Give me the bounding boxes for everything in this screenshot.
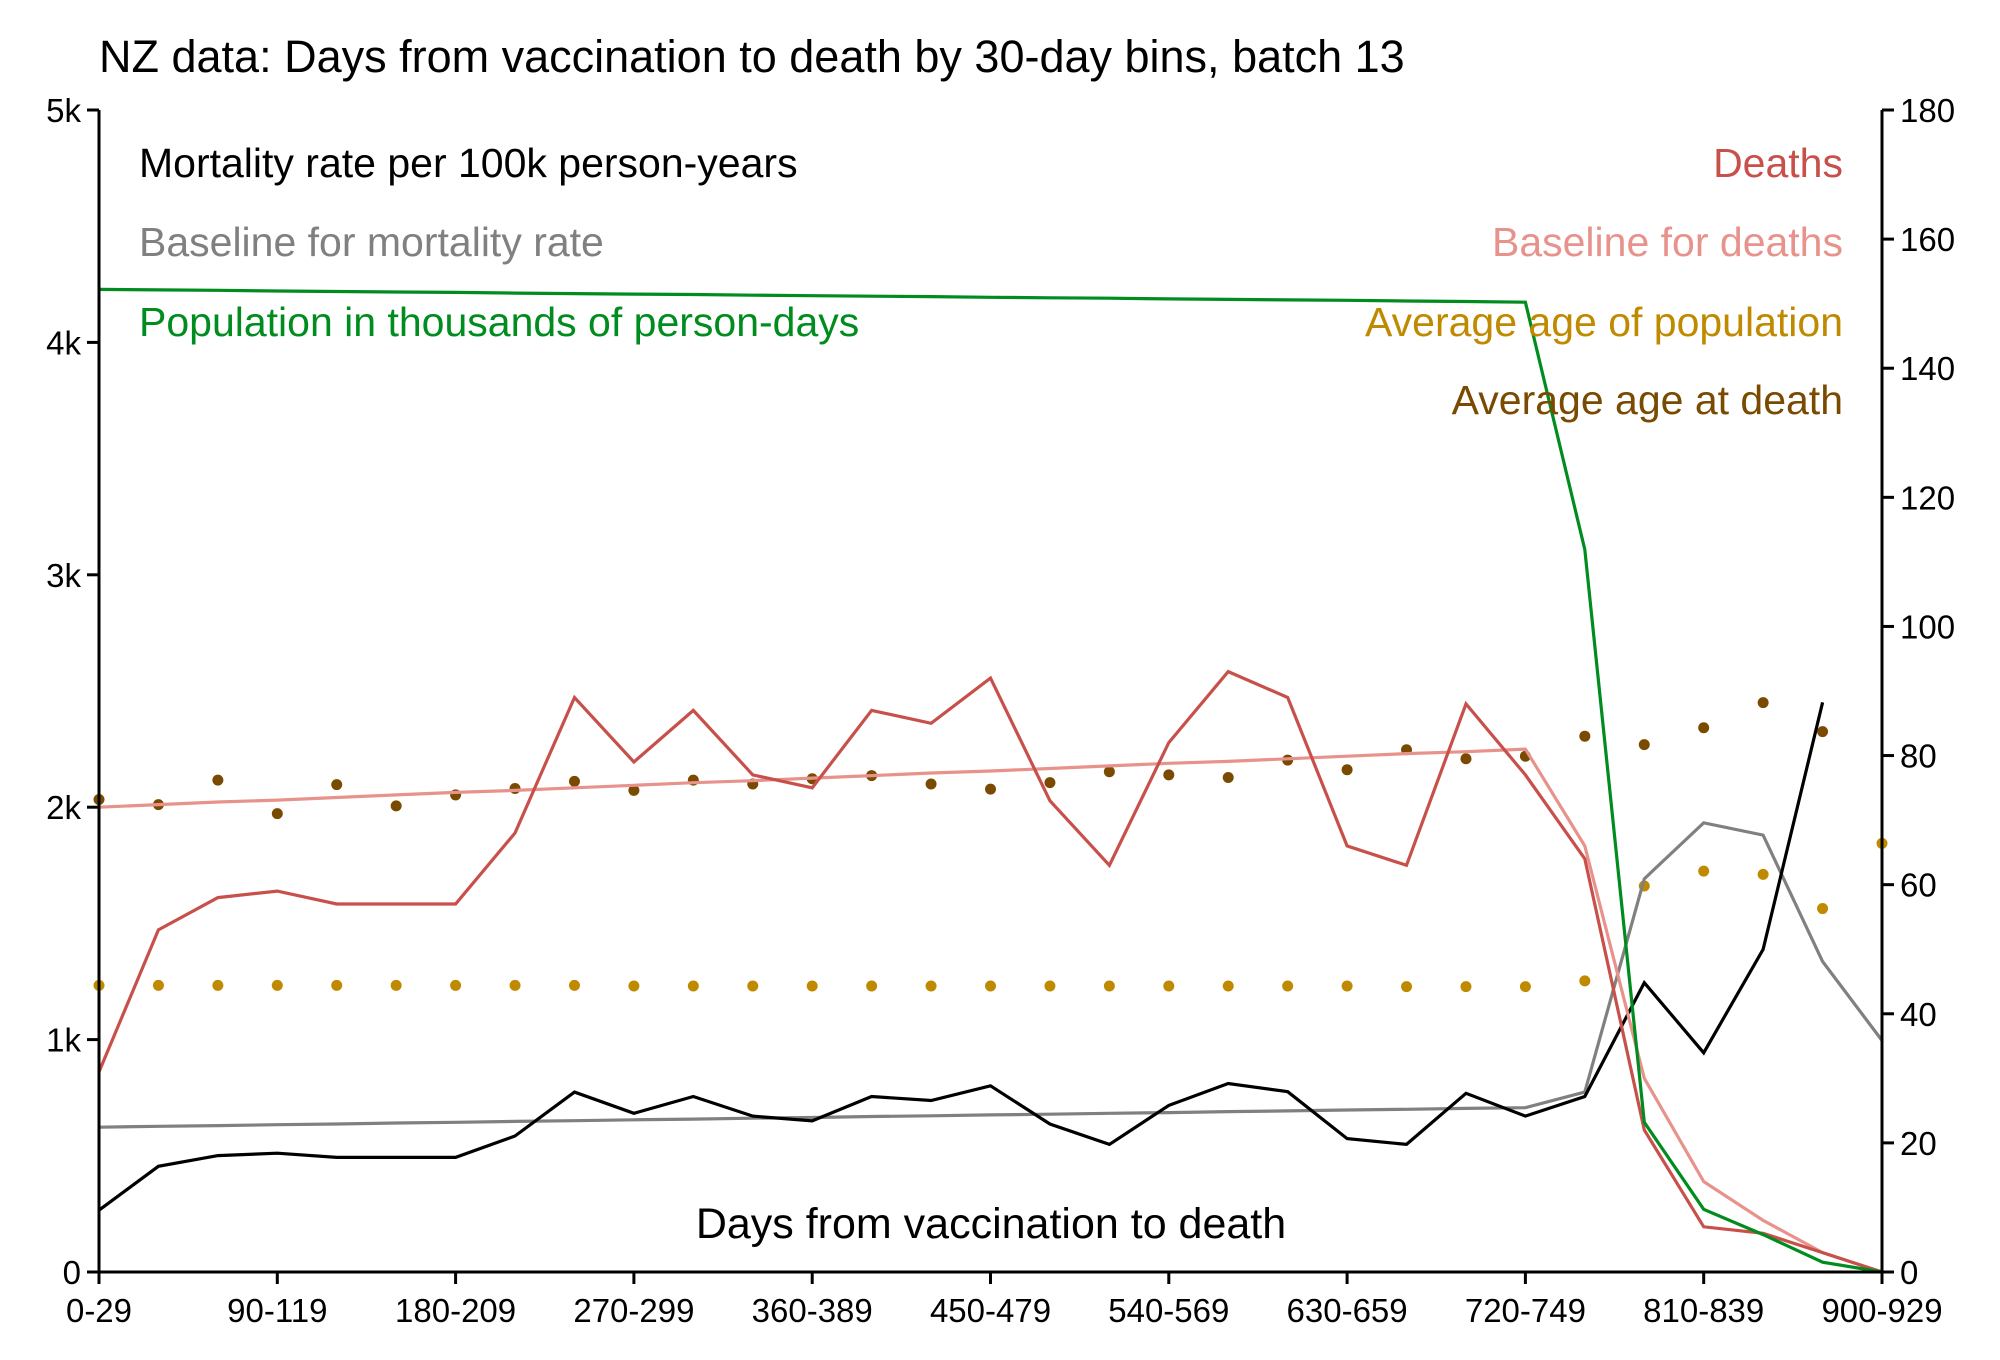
average-age-of-population-point (331, 979, 343, 991)
average-age-of-population-point (985, 980, 996, 992)
left-axis-tick-label: 5k (46, 92, 81, 129)
baseline-for-deaths-line (98, 747, 1883, 1274)
legend-entry-deaths: Deaths (1713, 140, 1843, 186)
average-age-at-death-point (1638, 739, 1650, 751)
average-age-of-population-point (568, 979, 580, 991)
average-age-at-death-point (271, 808, 283, 820)
legend-entry-average-age-at-death: Average age at death (1452, 377, 1843, 423)
average-age-at-death-point (509, 782, 521, 794)
average-age-of-population-point (1163, 980, 1175, 992)
average-age-of-population-point (1401, 981, 1413, 993)
x-axis-tick-label: 270-299 (573, 1292, 694, 1329)
right-axis-tick-label: 80 (1900, 738, 1937, 775)
average-age-at-death-point (1698, 722, 1710, 734)
average-age-of-population-point (152, 979, 164, 991)
average-age-of-population-point (1698, 865, 1710, 877)
legend-entry-mortality-rate-per-100k-person-years: Mortality rate per 100k person-years (139, 140, 798, 186)
right-axis-tick-label: 40 (1900, 996, 1937, 1033)
legend-entry-baseline-for-mortality-rate: Baseline for mortality rate (139, 219, 604, 265)
average-age-of-population-point (1222, 980, 1234, 992)
legend-entry-population-in-thousands-of-person-days: Population in thousands of person-days (139, 299, 859, 345)
average-age-at-death-point (212, 774, 224, 786)
right-axis-tick-label: 20 (1900, 1125, 1937, 1162)
right-axis-tick-label: 100 (1900, 608, 1955, 645)
x-axis-tick-label: 900-929 (1821, 1292, 1942, 1329)
legend-entry-average-age-of-population: Average age of population (1365, 299, 1843, 345)
x-axis-tick-label: 810-839 (1643, 1292, 1764, 1329)
mortality-rate-per-100k-person-years-line (98, 702, 1825, 1212)
average-age-at-death-point (925, 778, 937, 790)
axes: 0 1k 2k 3k 4k 5k 0 20 40 60 80 100 120 140 160 180 0-29 9… (46, 92, 1955, 1329)
average-age-of-population-point (1817, 903, 1829, 915)
x-axis-label: Days from vaccination to death (696, 1200, 1286, 1248)
right-axis-tick-label: 140 (1900, 350, 1955, 387)
average-age-of-population-point (747, 980, 759, 992)
average-age-of-population-point (1579, 975, 1591, 987)
left-axis-tick-label: 1k (46, 1022, 81, 1059)
population-in-thousands-of-person-days-line (98, 287, 1883, 1274)
left-axis-tick-label: 3k (46, 557, 81, 594)
x-axis-tick-label: 540-569 (1108, 1292, 1229, 1329)
average-age-at-death-point (1103, 766, 1115, 778)
average-age-at-death-point (1817, 726, 1829, 738)
average-age-of-population-point (212, 979, 224, 991)
average-age-at-death-point (1757, 697, 1769, 709)
average-age-at-death-point (1044, 777, 1056, 789)
average-age-of-population-point (925, 980, 937, 992)
average-age-of-population-point (450, 979, 462, 991)
legend-left: Mortality rate per 100k person-years Base… (139, 140, 859, 345)
average-age-at-death-point (1163, 769, 1175, 781)
x-axis-tick-label: 360-389 (752, 1292, 873, 1329)
average-age-of-population-point (687, 980, 699, 992)
average-age-of-population-point (806, 980, 818, 992)
average-age-of-population-point (390, 979, 402, 991)
average-age-of-population-point (1341, 980, 1353, 992)
right-axis-tick-label: 160 (1900, 221, 1955, 258)
average-age-of-population-point (271, 979, 283, 991)
average-age-of-population-point (1519, 981, 1531, 993)
x-axis-tick-label: 720-749 (1465, 1292, 1586, 1329)
baseline-for-mortality-rate-line (98, 821, 1884, 1129)
right-axis-tick-label: 0 (1900, 1254, 1918, 1291)
deaths-line (97, 669, 1883, 1274)
left-axis-tick-label: 2k (46, 789, 81, 826)
average-age-at-death-point (331, 779, 343, 791)
left-axis-tick-label: 4k (46, 324, 81, 361)
average-age-of-population-point (1103, 980, 1115, 992)
left-axis-tick-label: 0 (63, 1254, 81, 1291)
chart-title: NZ data: Days from vaccination to death … (99, 31, 1405, 82)
legend-entry-baseline-for-deaths: Baseline for deaths (1492, 219, 1843, 265)
average-age-of-population-point (866, 980, 878, 992)
average-age-of-population-point (509, 979, 521, 991)
x-axis-tick-label: 180-209 (395, 1292, 516, 1329)
x-axis-tick-label: 0-29 (66, 1292, 132, 1329)
average-age-at-death-point (1579, 730, 1591, 742)
average-age-at-death-point (1460, 753, 1472, 765)
average-age-at-death-point (1222, 772, 1234, 784)
average-age-at-death-point (390, 800, 402, 812)
right-axis-tick-label: 120 (1900, 479, 1955, 516)
legend-right: Deaths Baseline for deaths Average age of … (1365, 140, 1843, 423)
average-age-of-population-point (1757, 868, 1769, 880)
average-age-at-death-point (985, 783, 996, 795)
x-axis-tick-label: 90-119 (227, 1292, 327, 1329)
right-axis-tick-label: 180 (1900, 92, 1955, 129)
average-age-of-population-point (1044, 980, 1056, 992)
right-axis-tick-label: 60 (1900, 867, 1937, 904)
average-age-at-death-point (1341, 764, 1353, 776)
x-axis-tick-label: 450-479 (930, 1292, 1051, 1329)
x-axis-tick-label: 630-659 (1287, 1292, 1408, 1329)
average-age-at-death-point (628, 784, 640, 796)
average-age-at-death-point (568, 775, 580, 787)
plot-area (93, 287, 1888, 1274)
average-age-of-population-point (1282, 980, 1294, 992)
average-age-of-population-point (628, 980, 640, 992)
average-age-of-population-point (1460, 981, 1472, 993)
